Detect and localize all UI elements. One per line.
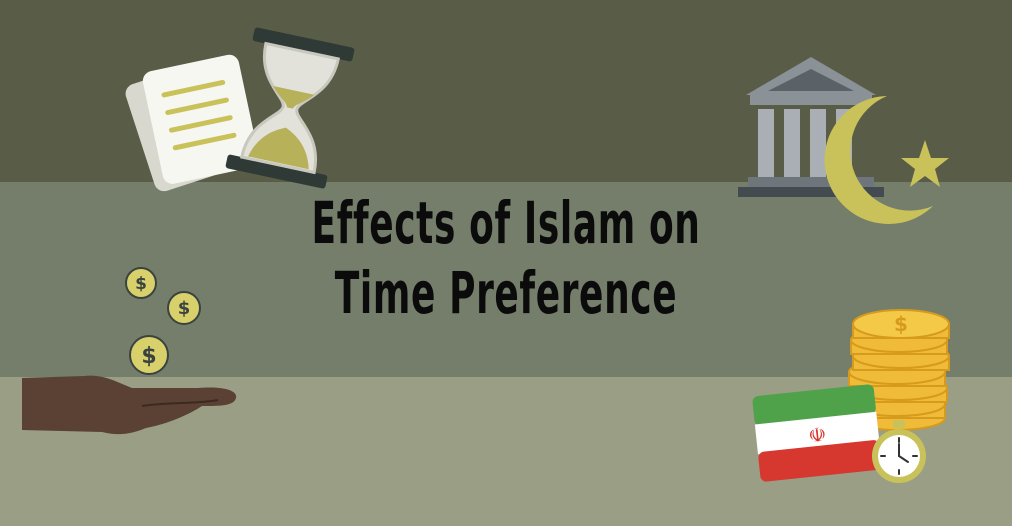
dollar-coin-icon: $ <box>125 267 157 299</box>
svg-text:☫: ☫ <box>807 422 827 448</box>
title-line-1: Effects of Islam on <box>311 189 701 257</box>
stopwatch-icon <box>872 420 926 483</box>
title-line-2: Time Preference <box>334 259 678 327</box>
hourglass-icon <box>225 27 355 189</box>
svg-text:$: $ <box>178 298 191 319</box>
svg-text:$: $ <box>141 344 156 369</box>
document-icon <box>125 54 259 192</box>
svg-text:$: $ <box>894 312 908 336</box>
page-title: Effects of Islam on Time Preference <box>192 188 819 328</box>
background-band-middle <box>0 182 1012 377</box>
dollar-coin-icon: $ <box>167 291 201 325</box>
dollar-coin-icon: $ <box>129 335 169 375</box>
open-hand-icon <box>22 375 237 435</box>
svg-text:$: $ <box>135 274 147 294</box>
iran-flag-icon: ☫ <box>752 384 882 482</box>
crescent-star-icon <box>824 96 949 224</box>
